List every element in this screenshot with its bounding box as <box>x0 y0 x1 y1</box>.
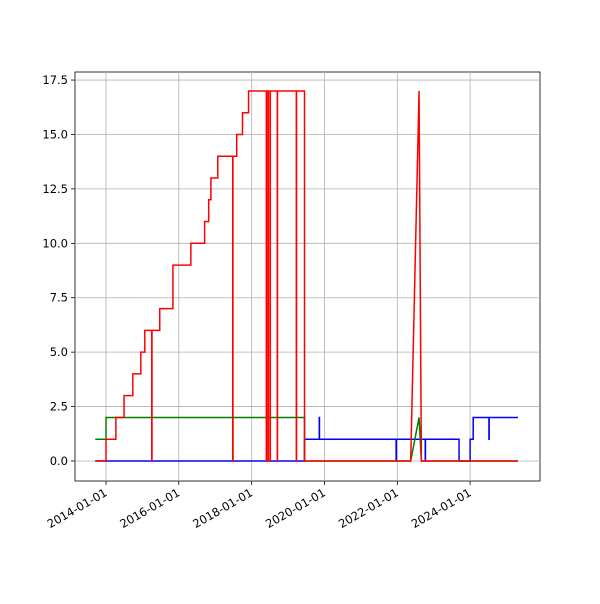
y-tick-label: 5.0 <box>50 345 68 359</box>
y-tick-label: 12.5 <box>42 182 68 196</box>
x-tick-label: 2024-01-01 <box>409 485 474 531</box>
x-tick-label: 2022-01-01 <box>336 485 401 531</box>
y-tick-label: 2.5 <box>50 400 68 414</box>
x-tick-label: 2018-01-01 <box>190 485 255 531</box>
y-tick-label: 7.5 <box>50 291 68 305</box>
x-tick-label: 2014-01-01 <box>45 485 110 531</box>
data-line <box>95 416 518 462</box>
y-tick-label: 15.0 <box>42 127 68 141</box>
data-line <box>95 90 518 462</box>
y-tick-label: 17.5 <box>42 73 68 87</box>
x-tick-label: 2016-01-01 <box>117 485 182 531</box>
x-tick-label: 2020-01-01 <box>263 485 328 531</box>
y-tick-label: 10.0 <box>42 236 68 250</box>
plot-frame <box>74 71 541 482</box>
y-tick-label: 0.0 <box>50 454 68 468</box>
